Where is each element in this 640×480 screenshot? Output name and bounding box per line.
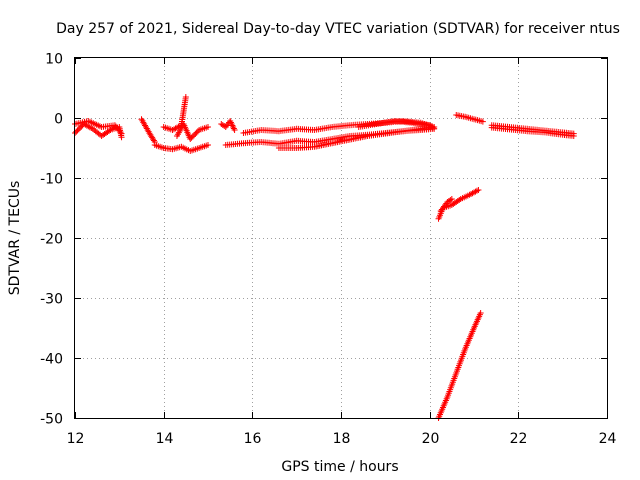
data-point (193, 129, 200, 136)
x-tick-label: 12 (67, 431, 85, 447)
y-tick-label: -40 (40, 352, 63, 368)
data-point (105, 128, 112, 134)
y-tick-label: 0 (54, 112, 63, 128)
data-point (448, 196, 455, 202)
x-tick-label: 20 (422, 431, 440, 447)
y-axis-label: SDTVAR / TECUs (7, 181, 23, 296)
data-point (570, 133, 577, 139)
x-axis-label: GPS time / hours (281, 459, 398, 475)
data-point (118, 130, 125, 137)
y-tick-label: -20 (40, 232, 63, 248)
x-tick-label: 18 (333, 431, 351, 447)
x-tick-label: 22 (510, 431, 528, 447)
data-point (182, 94, 189, 100)
y-tick-label: -30 (40, 292, 63, 308)
plot-frame (74, 57, 608, 419)
axis-ticks: 12 14 16 18 20 22 24 10 0 -10 -20 -30 -40 -50 (40, 52, 616, 448)
data-point (473, 187, 480, 194)
data-point (74, 127, 81, 134)
data-point (479, 118, 486, 125)
data-point (192, 130, 199, 137)
data-point (150, 137, 157, 144)
x-tick-label: 14 (156, 431, 174, 447)
y-tick-label: -50 (40, 412, 63, 428)
data-point (231, 127, 238, 133)
data-point (187, 136, 194, 142)
data-point (205, 142, 211, 148)
data-point (205, 124, 211, 130)
grid (75, 58, 607, 418)
data-point (447, 197, 454, 203)
data-point (431, 125, 438, 132)
data-point (429, 124, 436, 131)
x-tick-label: 24 (599, 431, 617, 447)
data-point (475, 187, 482, 193)
data-point (189, 133, 196, 140)
data-point (188, 134, 195, 141)
chart-title: Day 257 of 2021, Sidereal Day-to-day VTE… (56, 21, 620, 37)
data-point (194, 128, 201, 135)
data-point (456, 197, 463, 203)
data-point (75, 126, 82, 133)
x-tick-label: 16 (244, 431, 262, 447)
data-point (477, 310, 484, 316)
data-point (77, 124, 84, 131)
y-tick-label: -10 (40, 172, 63, 188)
y-tick-label: 10 (45, 52, 63, 68)
data-point (117, 129, 124, 136)
data-point (191, 132, 198, 139)
data-points (72, 94, 577, 421)
data-point (78, 123, 85, 130)
